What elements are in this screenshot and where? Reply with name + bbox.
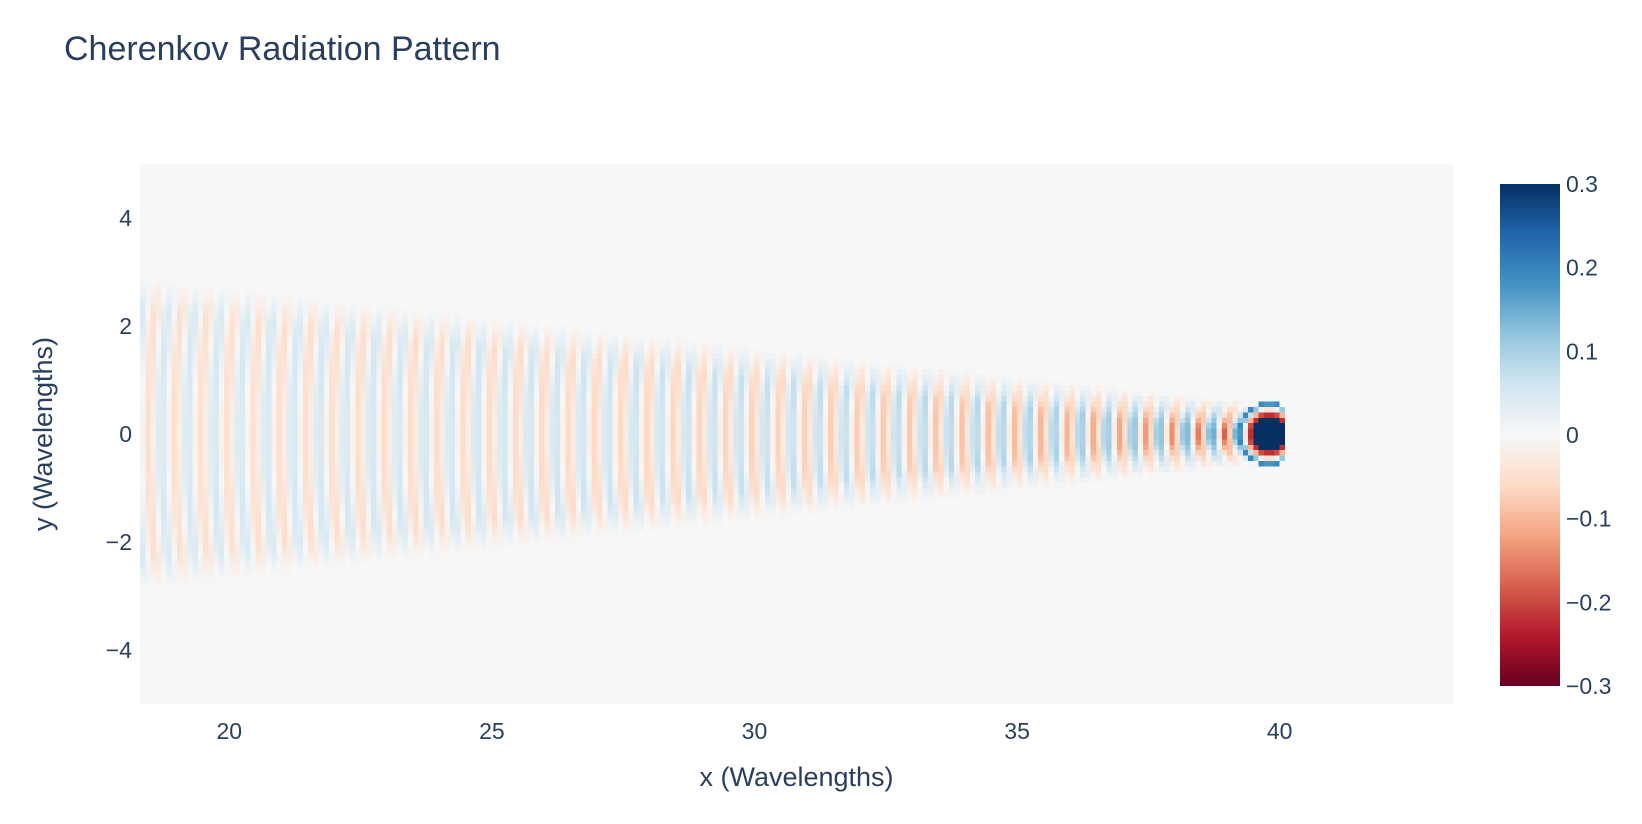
y-axis-ticks: 4 2 0 −2 −4 bbox=[106, 205, 132, 663]
chart-title: Cherenkov Radiation Pattern bbox=[64, 30, 501, 68]
colorbar-tick-label: −0.1 bbox=[1566, 506, 1611, 532]
colorbar-tick-label: −0.2 bbox=[1566, 589, 1611, 615]
colorbar-gradient bbox=[1500, 184, 1560, 686]
colorbar-tick-label: 0.3 bbox=[1566, 171, 1598, 197]
colorbar-tick-label: −0.3 bbox=[1566, 673, 1611, 699]
x-axis-title: x (Wavelengths) bbox=[699, 762, 893, 792]
colorbar-tick-label: 0.1 bbox=[1566, 338, 1598, 364]
y-tick-label: 4 bbox=[119, 205, 132, 231]
y-tick-label: −2 bbox=[106, 529, 132, 555]
x-tick-label: 40 bbox=[1267, 718, 1293, 744]
colorbar-ticks: 0.3 0.2 0.1 0 −0.1 −0.2 −0.3 bbox=[1566, 171, 1611, 699]
x-tick-label: 35 bbox=[1004, 718, 1030, 744]
x-tick-label: 20 bbox=[216, 718, 242, 744]
colorbar-tick-label: 0 bbox=[1566, 422, 1579, 448]
heatmap-cells bbox=[140, 164, 1453, 704]
y-tick-label: 2 bbox=[119, 313, 132, 339]
y-tick-label: −4 bbox=[106, 637, 132, 663]
x-axis-ticks: 20 25 30 35 40 bbox=[216, 718, 1292, 744]
x-tick-label: 25 bbox=[479, 718, 505, 744]
y-axis-title: y (Wavelengths) bbox=[28, 337, 58, 531]
colorbar[interactable] bbox=[1500, 184, 1560, 686]
colorbar-tick-label: 0.2 bbox=[1566, 255, 1598, 281]
x-tick-label: 30 bbox=[742, 718, 768, 744]
plot-area[interactable] bbox=[140, 164, 1453, 704]
y-tick-label: 0 bbox=[119, 421, 132, 447]
